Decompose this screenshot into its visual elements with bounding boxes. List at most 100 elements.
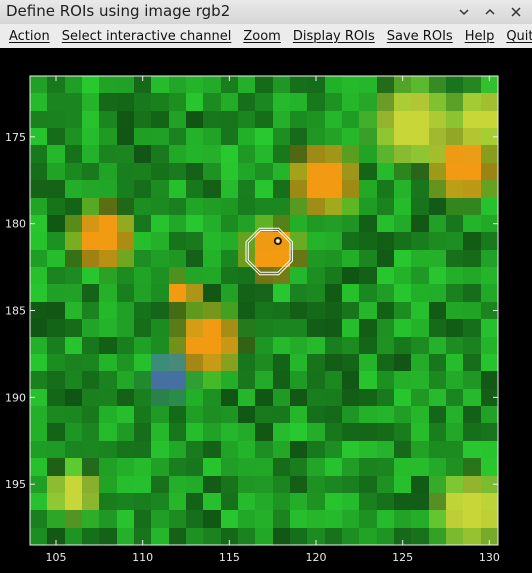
image-pixel bbox=[359, 493, 377, 510]
image-pixel bbox=[221, 250, 238, 267]
image-pixel bbox=[169, 163, 186, 180]
image-pixel bbox=[342, 180, 359, 198]
image-pixel bbox=[446, 267, 463, 284]
image-pixel bbox=[221, 319, 238, 337]
image-pixel bbox=[429, 111, 446, 128]
menu-save-rois[interactable]: Save ROIs bbox=[386, 28, 453, 44]
image-pixel bbox=[117, 493, 134, 510]
image-pixel bbox=[238, 128, 255, 145]
image-pixel bbox=[429, 476, 446, 493]
image-pixel bbox=[82, 180, 99, 198]
image-pixel bbox=[481, 302, 498, 319]
image-pixel bbox=[99, 337, 117, 354]
menu-quit[interactable]: Quit bbox=[506, 28, 532, 44]
image-pixel bbox=[411, 111, 429, 128]
image-pixel bbox=[30, 215, 47, 232]
image-pixel bbox=[463, 476, 481, 493]
image-pixel bbox=[273, 406, 290, 423]
image-pixel bbox=[169, 337, 186, 354]
image-pixel bbox=[290, 180, 307, 198]
chevron-down-icon[interactable] bbox=[452, 2, 476, 22]
image-pixel bbox=[99, 423, 117, 441]
chevron-up-icon[interactable] bbox=[478, 2, 502, 22]
image-pixel bbox=[255, 406, 273, 423]
image-pixel bbox=[151, 476, 169, 493]
image-pixel bbox=[342, 215, 359, 232]
image-pixel bbox=[255, 354, 273, 371]
image-pixel bbox=[203, 510, 221, 528]
image-pixel bbox=[446, 111, 463, 128]
image-pixel bbox=[221, 180, 238, 198]
image-pixel bbox=[47, 406, 65, 423]
image-pixel bbox=[238, 476, 255, 493]
image-pixel bbox=[481, 528, 498, 545]
image-pixel bbox=[255, 163, 273, 180]
image-pixel bbox=[82, 163, 99, 180]
image-pixel bbox=[238, 406, 255, 423]
image-pixel bbox=[290, 198, 307, 215]
image-pixel bbox=[377, 528, 394, 545]
menu-help[interactable]: Help bbox=[464, 28, 495, 44]
image-pixel bbox=[117, 389, 134, 406]
image-pixel bbox=[221, 406, 238, 423]
image-pixel bbox=[30, 528, 47, 545]
image-pixel bbox=[342, 93, 359, 111]
menu-action[interactable]: Action bbox=[9, 28, 50, 44]
image-pixel bbox=[481, 337, 498, 354]
image-pixel bbox=[169, 76, 186, 93]
image-pixel bbox=[307, 284, 325, 302]
image-pixel bbox=[273, 423, 290, 441]
menu-zoom[interactable]: Zoom bbox=[243, 28, 281, 44]
image-pixel bbox=[47, 528, 65, 545]
image-pixel bbox=[325, 145, 342, 163]
image-pixel bbox=[481, 128, 498, 145]
image-pixel bbox=[238, 441, 255, 458]
image-pixel bbox=[394, 198, 411, 215]
image-pixel bbox=[394, 423, 411, 441]
image-pixel bbox=[359, 337, 377, 354]
image-pixel bbox=[411, 528, 429, 545]
roi-outline[interactable] bbox=[245, 227, 293, 276]
image-pixel bbox=[30, 232, 47, 250]
image-pixel bbox=[117, 458, 134, 476]
image-pixel bbox=[221, 93, 238, 111]
image-pixel bbox=[99, 111, 117, 128]
image-pixel bbox=[117, 215, 134, 232]
image-pixel bbox=[82, 493, 99, 510]
image-pixel bbox=[290, 493, 307, 510]
image-pixel bbox=[82, 267, 99, 284]
image-pixel bbox=[169, 389, 186, 406]
image-pixel bbox=[151, 337, 169, 354]
image-pixel bbox=[290, 267, 307, 284]
image-pixel bbox=[30, 284, 47, 302]
image-pixel bbox=[307, 128, 325, 145]
image-pixel bbox=[463, 510, 481, 528]
image-pixel bbox=[446, 145, 463, 163]
image-pixel bbox=[47, 215, 65, 232]
image-pixel bbox=[446, 493, 463, 510]
image-pixel bbox=[429, 93, 446, 111]
image-pixel bbox=[307, 510, 325, 528]
image-pixel bbox=[117, 163, 134, 180]
image-canvas[interactable]: 105 110 115 120 125 130 175 180 185 190 195 bbox=[0, 48, 532, 573]
image-pixel bbox=[65, 458, 82, 476]
image-pixel bbox=[359, 423, 377, 441]
image-pixel bbox=[290, 93, 307, 111]
image-pixel bbox=[99, 493, 117, 510]
menu-display-rois[interactable]: Display ROIs bbox=[292, 28, 375, 44]
image-pixel bbox=[411, 93, 429, 111]
image-pixel bbox=[99, 302, 117, 319]
image-pixel bbox=[151, 458, 169, 476]
image-pixel bbox=[82, 510, 99, 528]
image-pixel bbox=[169, 111, 186, 128]
close-icon[interactable] bbox=[504, 2, 528, 22]
roi-outline-inner[interactable] bbox=[247, 230, 291, 273]
image-pixel bbox=[186, 93, 203, 111]
image-pixel bbox=[186, 128, 203, 145]
menu-select-interactive-channel[interactable]: Select interactive channel bbox=[61, 28, 232, 44]
image-pixel bbox=[117, 198, 134, 215]
image-pixel bbox=[186, 267, 203, 284]
image-pixel bbox=[273, 354, 290, 371]
image-pixel bbox=[255, 284, 273, 302]
image-pixel bbox=[221, 458, 238, 476]
